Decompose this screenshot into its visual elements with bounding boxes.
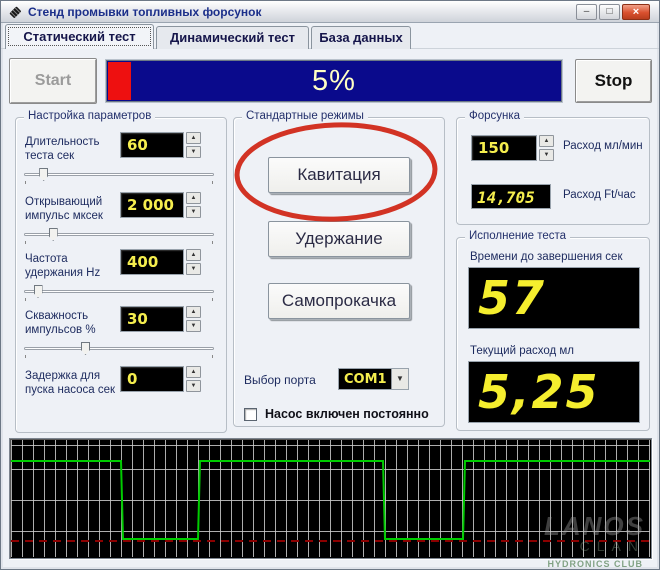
current-flow-display: 5,25 xyxy=(468,361,640,423)
port-combobox[interactable]: COM1 ▼ xyxy=(338,368,409,390)
stop-button[interactable]: Stop xyxy=(575,59,652,103)
port-select-label: Выбор порта xyxy=(244,373,316,387)
spin-up-icon[interactable]: ▲ xyxy=(186,132,201,144)
slider-track xyxy=(24,290,214,293)
open-pulse-input[interactable]: 2 000 xyxy=(120,192,184,218)
pump-always-on-label: Насос включен постоянно xyxy=(265,407,429,421)
open-pulse-slider[interactable] xyxy=(24,228,214,244)
title-bar[interactable]: Стенд промывки топливных форсунок – □ × xyxy=(1,1,659,23)
oscilloscope: LANOS CLAN xyxy=(9,438,652,559)
app-icon xyxy=(9,6,21,18)
flow-rate-input[interactable]: 150 xyxy=(471,135,537,161)
param-label: Открывающий импульс мксек xyxy=(25,196,103,222)
duty-cycle-stepper: ▲ ▼ xyxy=(186,306,201,332)
pump-delay-input[interactable]: 0 xyxy=(120,366,184,392)
scope-svg xyxy=(11,460,650,542)
param-label: Длительность теста сек xyxy=(25,136,100,162)
duration-input[interactable]: 60 xyxy=(120,132,184,158)
minimize-icon[interactable]: – xyxy=(576,4,597,20)
group-modes-caption: Стандартные режимы xyxy=(242,110,368,122)
hold-freq-input[interactable]: 400 xyxy=(120,249,184,275)
port-combobox-value: COM1 xyxy=(344,372,387,387)
group-injector: Форсунка 150 ▲ ▼ Расход мл/мин 14,705 Ра… xyxy=(456,110,650,225)
param-label: Задержка для пуска насоса сек xyxy=(25,370,116,396)
pump-delay-stepper: ▲ ▼ xyxy=(186,366,201,392)
progress-percent: 5% xyxy=(312,64,356,97)
group-execution-caption: Исполнение теста xyxy=(465,230,571,242)
group-parameters-caption: Настройка параметров xyxy=(24,110,156,122)
slider-thumb[interactable] xyxy=(39,168,49,181)
start-button[interactable]: Start xyxy=(9,58,97,104)
current-flow-label: Текущий расход мл xyxy=(470,345,575,357)
param-row-duration: Длительность теста сек 60 ▲ ▼ xyxy=(16,132,226,188)
hold-button[interactable]: Удержание xyxy=(268,221,410,257)
duty-cycle-slider[interactable] xyxy=(24,342,214,358)
self-pump-button[interactable]: Самопрокачка xyxy=(268,283,410,319)
slider-thumb[interactable] xyxy=(81,342,90,355)
hold-freq-slider[interactable] xyxy=(24,285,214,301)
progress-fill xyxy=(108,62,131,100)
spin-down-icon[interactable]: ▼ xyxy=(186,206,201,218)
tab-static-test[interactable]: Статический тест xyxy=(5,24,154,49)
maximize-icon[interactable]: □ xyxy=(599,4,620,20)
param-row-hold-freq: Частота удержания Hz 400 ▲ ▼ xyxy=(16,249,226,305)
time-remaining-display: 57 xyxy=(468,267,640,329)
oscilloscope-grid xyxy=(11,440,650,557)
duration-stepper: ▲ ▼ xyxy=(186,132,201,158)
param-row-duty-cycle: Скважность импульсов % 30 ▲ ▼ xyxy=(16,306,226,362)
tab-dynamic-test[interactable]: Динамический тест xyxy=(156,26,309,49)
slider-track xyxy=(24,173,214,176)
spin-up-icon[interactable]: ▲ xyxy=(186,366,201,378)
param-label: Частота удержания Hz xyxy=(25,253,101,279)
spin-down-icon[interactable]: ▼ xyxy=(539,149,554,161)
spin-down-icon[interactable]: ▼ xyxy=(186,146,201,158)
window-title: Стенд промывки топливных форсунок xyxy=(28,5,262,19)
duration-slider[interactable] xyxy=(24,168,214,184)
spin-down-icon[interactable]: ▼ xyxy=(186,263,201,275)
group-injector-caption: Форсунка xyxy=(465,110,525,122)
group-parameters: Настройка параметров Длительность теста … xyxy=(15,110,227,433)
flow-rate-label: Расход мл/мин xyxy=(563,140,643,152)
spin-down-icon[interactable]: ▼ xyxy=(186,320,201,332)
slider-track xyxy=(24,233,214,236)
param-label: Скважность импульсов % xyxy=(25,310,96,336)
param-row-open-pulse: Открывающий импульс мксек 2 000 ▲ ▼ xyxy=(16,192,226,248)
spin-up-icon[interactable]: ▲ xyxy=(186,192,201,204)
pump-always-on-checkbox[interactable] xyxy=(244,408,257,421)
spin-up-icon[interactable]: ▲ xyxy=(539,135,554,147)
time-remaining-label: Времени до завершения сек xyxy=(470,251,623,263)
group-standard-modes: Стандартные режимы Кавитация Удержание С… xyxy=(233,110,445,427)
tab-database[interactable]: База данных xyxy=(311,26,411,49)
spin-up-icon[interactable]: ▲ xyxy=(186,306,201,318)
spin-down-icon[interactable]: ▼ xyxy=(186,380,201,392)
chevron-down-icon[interactable]: ▼ xyxy=(391,369,408,389)
progress-bar: 5% xyxy=(105,59,563,103)
flow-rate-stepper: ▲ ▼ xyxy=(539,135,554,161)
spin-up-icon[interactable]: ▲ xyxy=(186,249,201,261)
open-pulse-stepper: ▲ ▼ xyxy=(186,192,201,218)
flow-ft-label: Расход Ft/час xyxy=(563,189,636,201)
slider-track xyxy=(24,347,214,350)
group-test-execution: Исполнение теста Времени до завершения с… xyxy=(456,230,650,431)
close-icon[interactable]: × xyxy=(622,4,650,20)
duty-cycle-input[interactable]: 30 xyxy=(120,306,184,332)
tab-strip: Статический тест Динамический тест База … xyxy=(1,23,659,49)
flow-ft-display: 14,705 xyxy=(471,184,551,209)
slider-thumb[interactable] xyxy=(33,285,43,298)
cavitation-button[interactable]: Кавитация xyxy=(268,157,410,193)
hold-freq-stepper: ▲ ▼ xyxy=(186,249,201,275)
slider-thumb[interactable] xyxy=(48,228,58,241)
param-row-pump-delay: Задержка для пуска насоса сек 0 ▲ ▼ xyxy=(16,366,226,422)
watermark-footer: HYDRONICS CLUB xyxy=(547,559,643,569)
